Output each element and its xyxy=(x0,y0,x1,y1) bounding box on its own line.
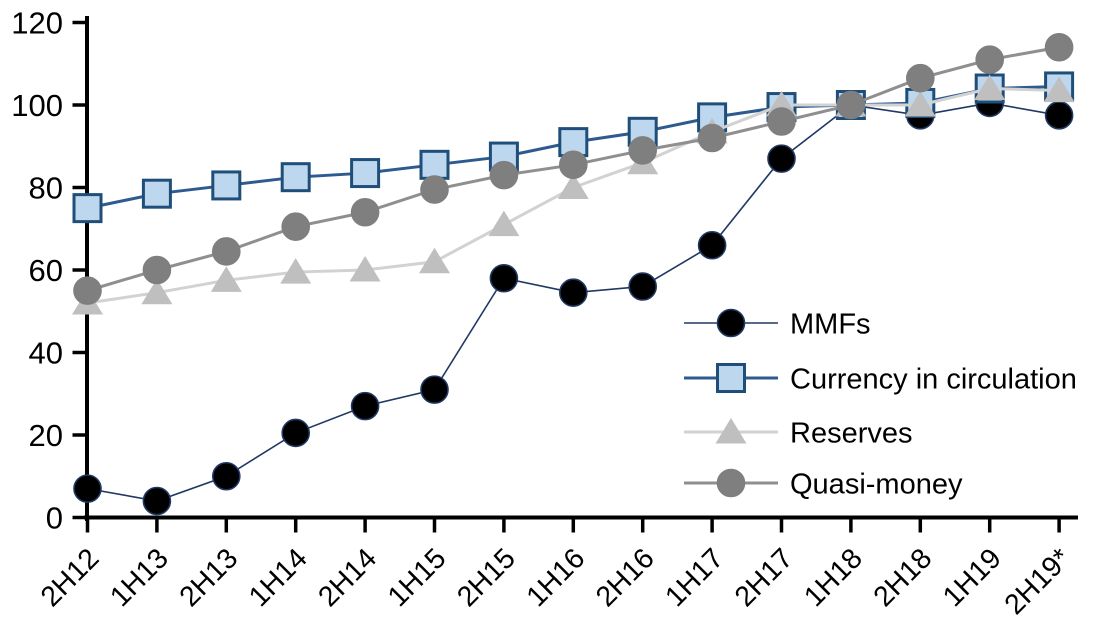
reserves-marker xyxy=(280,258,312,284)
legend-label-currency-in-circulation: Currency in circulation xyxy=(790,364,1077,396)
mmfs-marker xyxy=(73,474,102,503)
currency-in-circulation-marker xyxy=(141,178,172,209)
legend-item-quasi-money: Quasi-money xyxy=(684,469,963,501)
legend-item-currency-in-circulation: Currency in circulation xyxy=(684,363,1077,396)
mmfs-marker xyxy=(281,418,311,448)
quasi-money-marker xyxy=(420,175,449,204)
currency-in-circulation-marker xyxy=(72,193,103,224)
x-tick-label: 2H18 xyxy=(867,542,938,613)
quasi-money-marker xyxy=(836,90,866,120)
mmfs-marker xyxy=(350,391,380,421)
y-tick-label: 60 xyxy=(29,253,63,288)
mmfs-marker xyxy=(489,263,519,293)
quasi-money-marker xyxy=(558,150,588,180)
legend-label-reserves: Reserves xyxy=(790,418,913,450)
mmfs-marker xyxy=(767,144,796,173)
currency-in-circulation-marker xyxy=(350,158,381,189)
reserves-marker xyxy=(488,210,520,237)
quasi-money-marker xyxy=(73,276,102,305)
x-tick-label: 2H14 xyxy=(312,542,383,613)
reserves-marker xyxy=(210,266,242,292)
legend-quasi-money-marker-icon xyxy=(716,468,746,498)
x-tick-label: 2H13 xyxy=(173,542,244,613)
x-tick-label: 1H16 xyxy=(520,542,591,613)
x-tick-label: 2H17 xyxy=(729,542,800,613)
reserves-marker xyxy=(419,247,450,274)
reserves-marker xyxy=(1043,76,1075,103)
y-tick-label: 0 xyxy=(46,501,63,536)
quasi-money-marker xyxy=(767,107,796,136)
legend-label-quasi-money: Quasi-money xyxy=(790,469,963,501)
y-tick-label: 80 xyxy=(29,171,63,206)
x-tick-label: 2H12 xyxy=(35,542,106,613)
x-tick-label: 1H13 xyxy=(104,542,175,613)
mmfs-marker xyxy=(1044,101,1074,130)
y-tick-label: 40 xyxy=(29,336,63,371)
mmfs-marker xyxy=(420,375,449,404)
quasi-money-marker xyxy=(350,197,380,227)
reserves-marker xyxy=(349,256,381,282)
currency-in-circulation-marker xyxy=(419,149,450,180)
series-quasi-money xyxy=(73,32,1074,305)
x-tick-label: 2H16 xyxy=(590,542,661,613)
legend-mmfs-marker-icon xyxy=(716,308,746,338)
x-tick-label: 1H18 xyxy=(798,542,869,613)
legend-reserves-marker-icon xyxy=(715,418,747,444)
x-tick-label: 1H19 xyxy=(937,542,1008,613)
quasi-money-marker xyxy=(628,136,658,165)
y-tick-label: 100 xyxy=(11,88,63,123)
legend-currency-in-circulation-marker-icon xyxy=(716,363,746,393)
x-tick-label: 1H15 xyxy=(382,542,453,613)
x-tick-label: 2H15 xyxy=(451,542,522,613)
mmfs-marker xyxy=(697,230,727,260)
y-tick-label: 120 xyxy=(11,6,63,41)
y-tick-label: 20 xyxy=(29,418,63,453)
quasi-money-marker xyxy=(697,123,727,153)
reserves-marker xyxy=(557,173,589,199)
mmfs-marker xyxy=(628,272,658,301)
reserves-marker xyxy=(904,91,936,117)
quasi-money-marker xyxy=(142,255,172,285)
quasi-money-marker xyxy=(489,160,519,190)
x-tick-label: 1H14 xyxy=(243,542,314,613)
legend-item-reserves: Reserves xyxy=(684,418,913,450)
currency-in-circulation-marker xyxy=(211,170,242,201)
mmfs-marker xyxy=(558,278,588,307)
x-tick-label: 2H19* xyxy=(998,542,1077,621)
series-mmfs xyxy=(73,88,1074,516)
legend-label-mmfs: MMFs xyxy=(790,309,871,341)
currency-in-circulation-marker xyxy=(280,162,311,193)
legend-item-mmfs: MMFs xyxy=(684,309,871,341)
quasi-money-marker xyxy=(281,212,311,241)
mmfs-marker xyxy=(142,486,172,516)
reserves-marker xyxy=(141,278,173,305)
mmfs-marker xyxy=(212,461,241,491)
x-tick-label: 1H17 xyxy=(659,542,730,613)
quasi-money-marker xyxy=(975,45,1005,74)
quasi-money-marker xyxy=(212,237,241,266)
quasi-money-marker xyxy=(1044,32,1074,62)
quasi-money-marker xyxy=(905,63,935,93)
reserves-marker xyxy=(974,74,1006,100)
